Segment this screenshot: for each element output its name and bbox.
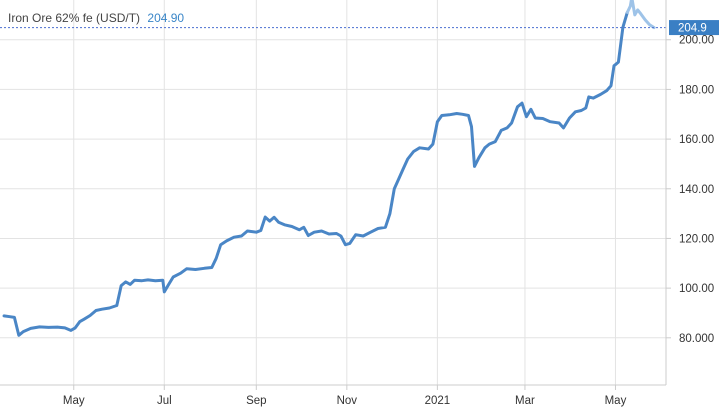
x-tick-label: 2021 — [425, 395, 451, 407]
recent-price-series-line — [625, 0, 656, 30]
price-series-line — [2, 10, 629, 337]
last-value-marker-bg — [669, 20, 719, 36]
x-tick-label: Mar — [515, 395, 535, 407]
series-name: Iron Ore 62% fe (USD/T) — [8, 11, 140, 25]
x-tick-label: May — [63, 395, 85, 407]
x-tick-label: Sep — [246, 395, 266, 407]
y-axis-ticks: 80.000 100.00 120.00 140.00 160.00 180.00 200.… — [666, 35, 714, 345]
y-tick-label: 120.00 — [679, 233, 714, 245]
series-lines — [2, 0, 656, 337]
grid-lines — [0, 0, 666, 385]
y-tick-label: 80.000 — [679, 333, 714, 345]
y-tick-label: 180.00 — [679, 84, 714, 96]
y-tick-label: 200.00 — [679, 35, 714, 47]
last-value-marker-label: 204.9 — [678, 23, 707, 35]
last-value-marker: 204.9 — [669, 20, 719, 36]
y-tick-label: 160.00 — [679, 134, 714, 146]
x-tick-label: Nov — [337, 395, 358, 407]
x-axis-ticks: May Jul Sep Nov 2021 Mar May — [63, 385, 627, 407]
series-last-value: 204.90 — [147, 11, 184, 25]
y-tick-label: 100.00 — [679, 283, 714, 295]
series-label: Iron Ore 62% fe (USD/T) 204.90 — [8, 11, 184, 25]
x-tick-label: Jul — [157, 395, 172, 407]
x-tick-label: May — [605, 395, 627, 407]
y-tick-label: 140.00 — [679, 184, 714, 196]
